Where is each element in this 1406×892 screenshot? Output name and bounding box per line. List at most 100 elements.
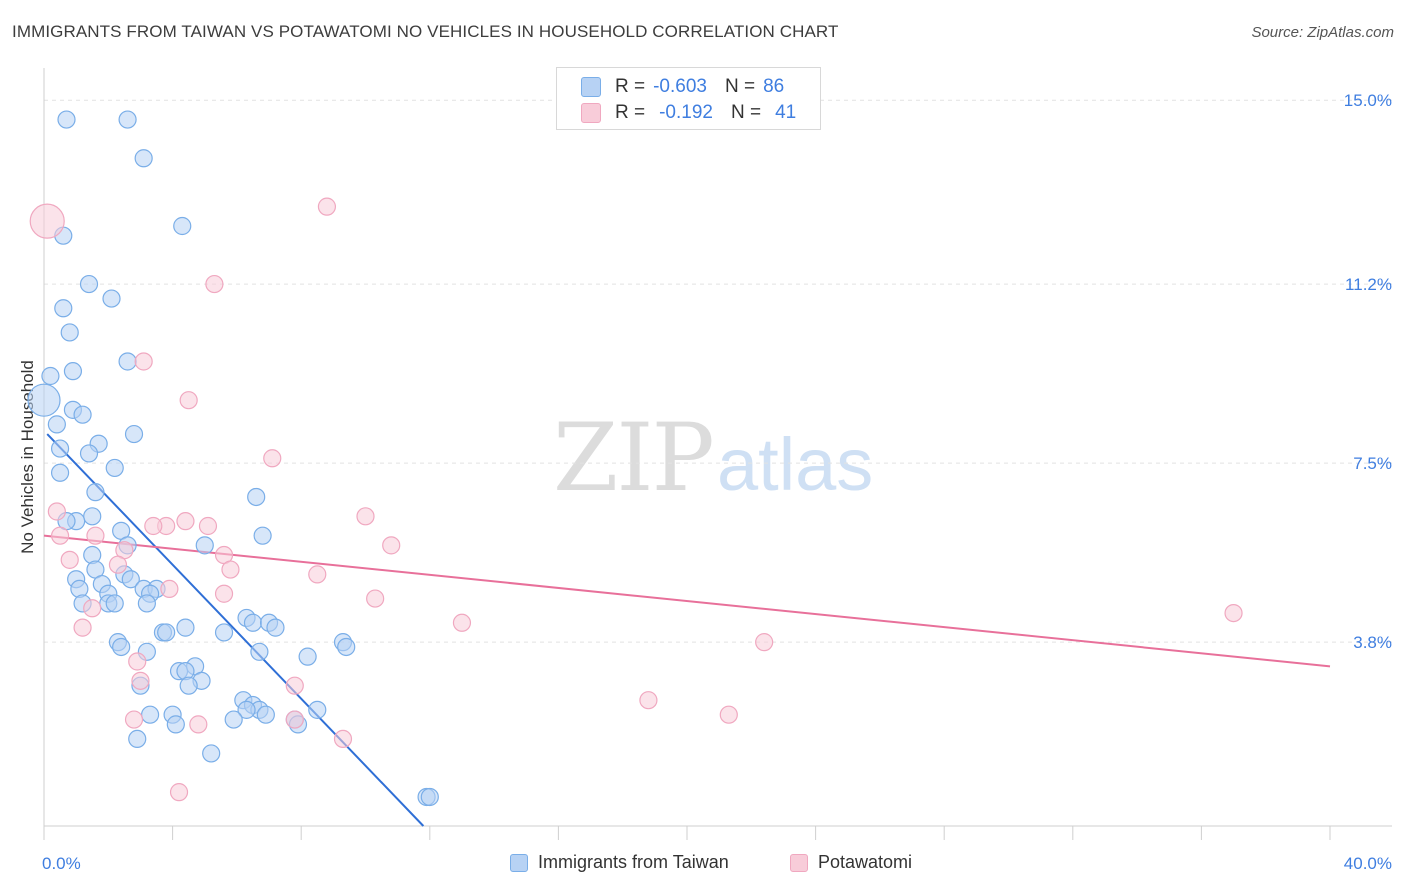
taiwan-point xyxy=(247,487,266,507)
taiwan-point xyxy=(224,710,243,729)
taiwan-point xyxy=(137,594,156,613)
taiwan-point xyxy=(337,637,356,657)
potawatomi-point xyxy=(366,589,385,608)
axes xyxy=(43,68,1392,840)
taiwan-point xyxy=(118,110,137,129)
y-tick-label: 3.8% xyxy=(1353,633,1392,652)
stats-r-label: R = xyxy=(615,76,646,97)
x-tick-label-max: 40.0% xyxy=(1344,854,1392,873)
potawatomi-point xyxy=(1224,603,1243,623)
potawatomi-point xyxy=(73,618,92,637)
taiwan-point xyxy=(250,642,269,661)
taiwan-point xyxy=(60,323,79,342)
potawatomi-point xyxy=(221,560,240,579)
potawatomi-point xyxy=(128,652,147,671)
potawatomi-point xyxy=(333,729,353,749)
taiwan-point xyxy=(27,383,61,417)
potawatomi-point xyxy=(134,352,153,371)
legend-item-taiwan[interactable]: Immigrants from Taiwan xyxy=(510,852,729,873)
potawatomi-point xyxy=(308,565,327,584)
taiwan-point xyxy=(176,618,195,637)
potawatomi-point xyxy=(50,526,70,545)
potawatomi-point xyxy=(317,197,337,216)
taiwan-point xyxy=(128,729,147,749)
taiwan-point xyxy=(50,463,70,482)
taiwan-point xyxy=(63,362,83,381)
taiwan-point xyxy=(134,149,153,168)
stats-r-value: -0.603 xyxy=(653,76,707,97)
stats-r-label: R = xyxy=(615,102,646,123)
taiwan-point xyxy=(105,594,124,613)
taiwan-point xyxy=(266,618,285,637)
stats-n-value: 41 xyxy=(775,102,797,123)
potawatomi-point xyxy=(47,502,66,521)
taiwan-point xyxy=(157,623,176,642)
potawatomi-trend-line xyxy=(43,534,1331,668)
taiwan-point xyxy=(121,570,140,589)
legend-item-potawatomi[interactable]: Potawatomi xyxy=(790,852,912,873)
taiwan-point xyxy=(50,439,70,458)
taiwan-point xyxy=(73,405,92,424)
potawatomi-point xyxy=(382,536,401,555)
potawatomi-point xyxy=(719,705,738,724)
potawatomi-point xyxy=(29,203,65,239)
taiwan-point xyxy=(57,110,76,129)
potawatomi-point xyxy=(131,671,150,690)
potawatomi-point xyxy=(285,676,304,695)
taiwan-point xyxy=(41,366,60,386)
taiwan-point xyxy=(124,424,144,444)
potawatomi-point xyxy=(214,584,234,603)
chart-title: IMMIGRANTS FROM TAIWAN VS POTAWATOMI NO … xyxy=(12,22,839,41)
potawatomi-point xyxy=(176,512,195,531)
taiwan-point xyxy=(202,744,221,763)
potawatomi-point xyxy=(189,715,208,734)
chart-source: Source: ZipAtlas.com xyxy=(1251,24,1394,41)
potawatomi-point xyxy=(144,516,163,536)
stats-row-taiwan: R = -0.603 N = 86 xyxy=(581,75,784,99)
legend-label-potawatomi: Potawatomi xyxy=(818,852,913,872)
potawatomi-point xyxy=(263,449,282,468)
potawatomi-point xyxy=(452,613,472,632)
stats-row-potawatomi: R = -0.192 N = 41 xyxy=(581,101,796,125)
legend-swatch-potawatomi xyxy=(790,853,808,872)
taiwan-point xyxy=(214,623,234,642)
potawatomi-point xyxy=(179,391,198,410)
potawatomi-point xyxy=(205,274,224,294)
stats-legend: R = -0.603 N = 86 R = -0.192 N = 41 xyxy=(556,67,821,130)
grid-lines xyxy=(44,99,1392,643)
stats-swatch-potawatomi xyxy=(581,103,601,123)
taiwan-point xyxy=(79,274,99,294)
y-tick-label: 7.5% xyxy=(1353,454,1392,473)
potawatomi-point xyxy=(639,691,658,710)
x-tick-label-min: 0.0% xyxy=(42,854,81,873)
taiwan-point xyxy=(256,705,275,724)
stats-n-label: N = xyxy=(730,102,762,123)
taiwan-point xyxy=(83,507,102,526)
taiwan-point xyxy=(298,647,317,666)
potawatomi-point xyxy=(60,550,79,569)
potawatomi-point xyxy=(86,526,105,545)
y-tick-label: 11.2% xyxy=(1345,275,1392,294)
stats-r-value: -0.192 xyxy=(659,102,713,123)
taiwan-point xyxy=(112,637,131,657)
taiwan-point xyxy=(173,216,192,236)
taiwan-point xyxy=(237,700,256,719)
watermark: ZIP atlas xyxy=(553,404,873,513)
potawatomi-point xyxy=(169,783,189,802)
potawatomi-point xyxy=(108,555,128,574)
potawatomi-point xyxy=(356,507,375,526)
potawatomi-point xyxy=(160,579,179,599)
taiwan-point xyxy=(105,458,124,478)
taiwan-point xyxy=(179,676,198,695)
stats-n-value: 86 xyxy=(763,76,785,97)
taiwan-point xyxy=(166,715,185,734)
legend-swatch-taiwan xyxy=(510,853,528,872)
taiwan-trend-line xyxy=(46,433,425,827)
taiwan-point xyxy=(47,415,66,434)
data-points xyxy=(27,110,1243,807)
taiwan-point xyxy=(118,352,137,371)
svg-text:ZIP: ZIP xyxy=(553,404,713,513)
taiwan-point xyxy=(86,483,105,502)
y-tick-label: 15.0% xyxy=(1344,91,1392,110)
